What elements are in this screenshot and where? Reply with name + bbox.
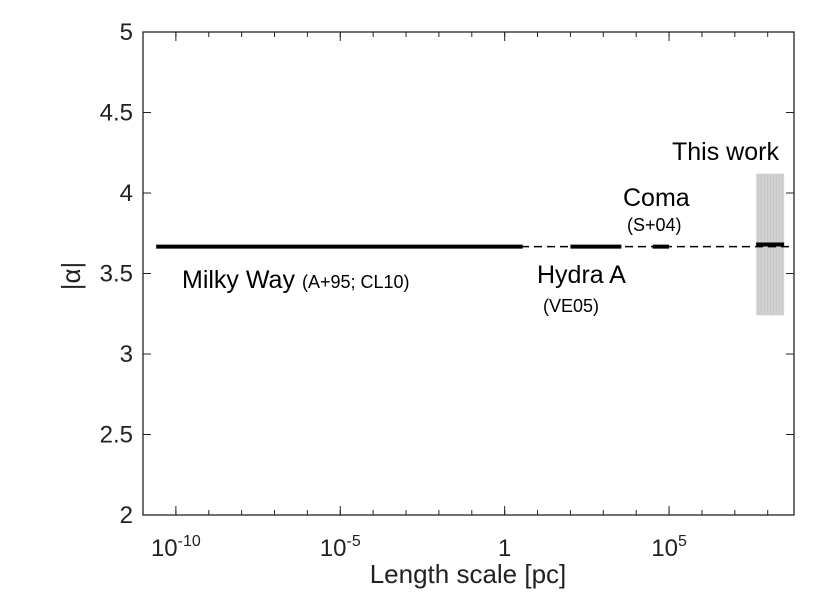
- label-hydra-a: Hydra A: [537, 261, 626, 289]
- x-tick-label: 105: [651, 533, 687, 562]
- label-hydra-a-ref: (VE05): [543, 296, 599, 316]
- y-tick-label: 4.5: [100, 100, 133, 127]
- y-tick-label: 3: [120, 341, 133, 368]
- x-tick-label: 10-10: [151, 533, 201, 562]
- x-tick-label: 10-5: [320, 533, 361, 562]
- y-tick-labels: 2 2.5 3 3.5 4 4.5 5: [100, 19, 133, 529]
- label-milky-way: Milky Way (A+95; CL10): [182, 266, 410, 294]
- x-tick-label: 1: [498, 535, 511, 562]
- y-tick-label: 4: [120, 180, 133, 207]
- y-tick-label: 2: [120, 502, 133, 529]
- y-tick-label: 5: [120, 19, 133, 46]
- label-this-work: This work: [672, 138, 779, 166]
- label-coma: Coma: [623, 184, 690, 212]
- label-coma-ref: (S+04): [627, 215, 682, 235]
- milky-way-name: Milky Way: [182, 266, 295, 294]
- tick-marks: [142, 31, 794, 516]
- y-axis-label: |α|: [56, 262, 86, 291]
- y-tick-label: 2.5: [100, 422, 133, 449]
- milky-way-ref: (A+95; CL10): [302, 272, 410, 292]
- x-axis-label: Length scale [pc]: [370, 559, 567, 589]
- y-tick-label: 3.5: [100, 261, 133, 288]
- x-tick-labels: 10-10 10-5 1 105: [151, 533, 687, 562]
